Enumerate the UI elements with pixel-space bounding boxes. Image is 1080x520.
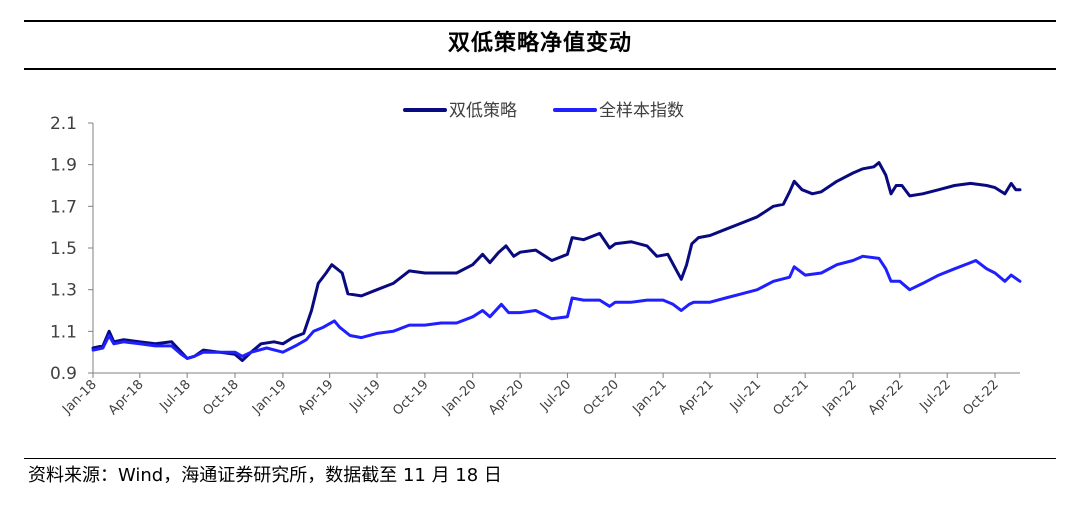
x-tick-label: Jul-18	[157, 377, 194, 414]
series-line-2	[91, 254, 1022, 360]
chart-legend: 双低策略 全样本指数	[403, 101, 684, 121]
source-note: 资料来源：Wind，海通证券研究所，数据截至 11 月 18 日	[28, 465, 502, 486]
x-tick-label: Oct-19	[390, 377, 432, 419]
bottom-rule	[24, 458, 1056, 459]
x-tick-label: Jul-19	[346, 377, 383, 414]
x-tick-label: Jul-21	[727, 377, 764, 414]
y-tick-label: 0.9	[50, 364, 77, 384]
y-tick-label: 1.9	[50, 156, 77, 176]
chart-series	[91, 161, 1022, 362]
title-underline	[24, 68, 1056, 70]
legend-label-2: 全样本指数	[599, 101, 684, 121]
x-tick-label: Jan-22	[819, 377, 860, 418]
x-tick-label: Jul-20	[537, 377, 574, 414]
x-tick-label: Jan-21	[629, 377, 670, 418]
x-tick-label: Apr-20	[486, 377, 527, 418]
chart-title: 双低策略净值变动	[447, 31, 632, 56]
x-tick-label: Jan-19	[249, 377, 290, 418]
x-tick-label: Oct-20	[581, 377, 623, 419]
top-rule	[24, 20, 1056, 22]
x-tick-label: Apr-19	[296, 377, 337, 418]
x-tick-label: Oct-18	[200, 377, 242, 419]
y-tick-label: 1.3	[50, 281, 77, 301]
legend-label-1: 双低策略	[449, 101, 517, 121]
x-tick-label: Apr-18	[106, 377, 147, 418]
x-tick-label: Oct-22	[960, 377, 1002, 419]
x-tick-label: Oct-21	[770, 377, 812, 419]
y-tick-label: 1.7	[50, 197, 77, 217]
y-tick-label: 2.1	[50, 114, 77, 134]
y-tick-label: 1.5	[50, 239, 77, 259]
x-tick-label: Jul-22	[917, 377, 954, 414]
x-tick-label: Jan-20	[439, 377, 480, 418]
x-tick-label: Apr-22	[866, 377, 907, 418]
x-tick-label: Apr-21	[676, 377, 717, 418]
y-tick-label: 1.1	[50, 322, 77, 342]
